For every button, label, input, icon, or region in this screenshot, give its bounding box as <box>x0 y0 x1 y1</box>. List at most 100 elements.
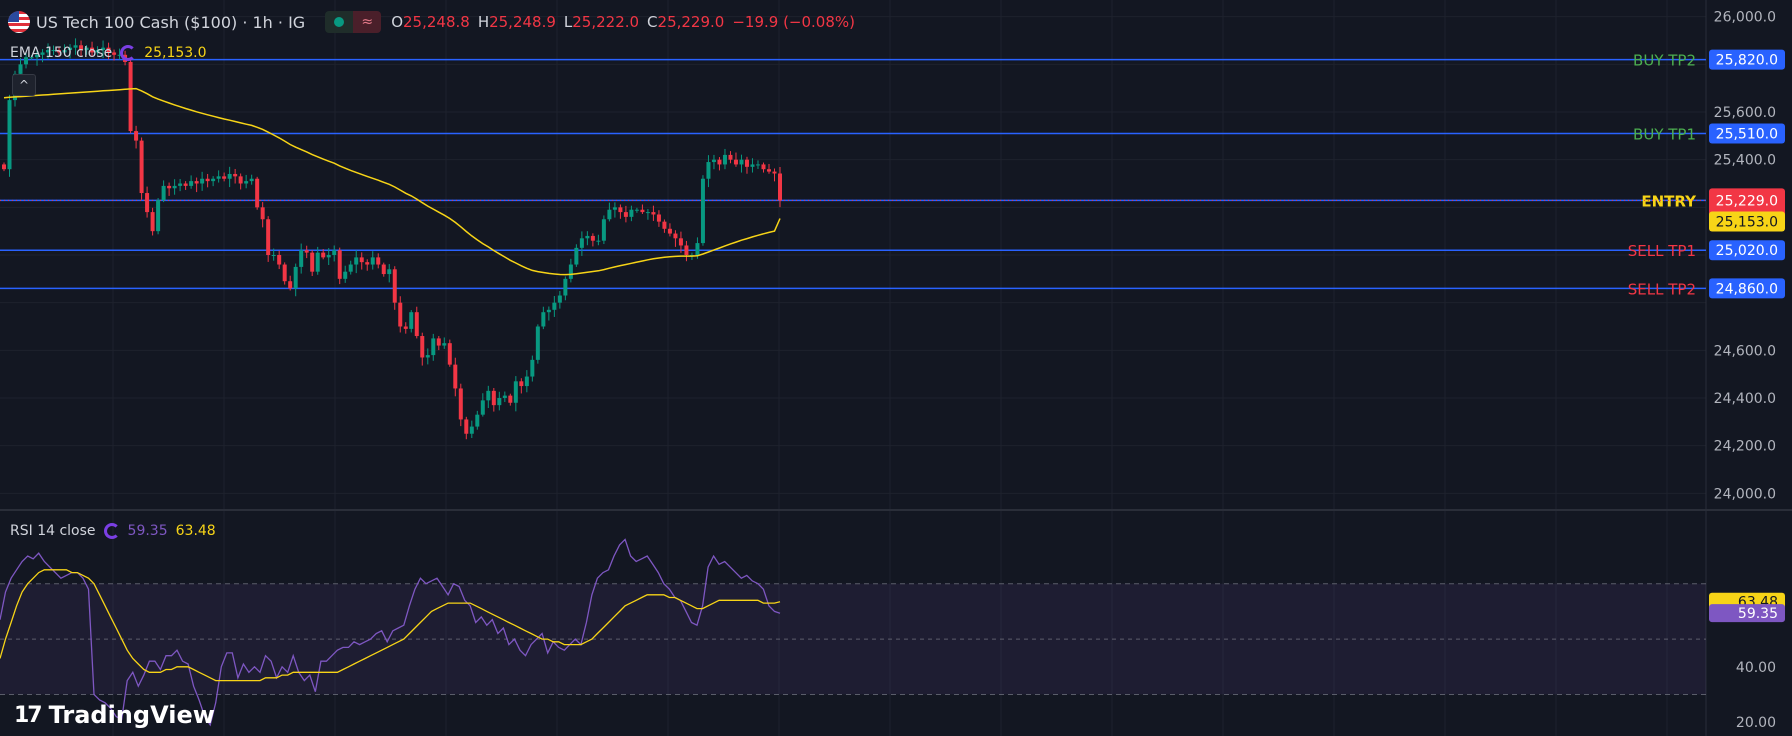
candle-body <box>150 212 155 232</box>
candle-body <box>348 264 353 272</box>
candle-body <box>486 390 491 401</box>
tradingview-logo-icon: 17 <box>14 702 43 728</box>
candle-body <box>629 209 634 217</box>
price-tick-label: 24,200.0 <box>1714 439 1776 455</box>
candle-body <box>491 390 496 406</box>
candle-body <box>145 193 150 213</box>
candle-body <box>46 50 51 53</box>
indicator-loading-icon <box>103 523 120 539</box>
wave-icon: ≈ <box>353 11 382 33</box>
candle-body <box>524 376 529 387</box>
candle-body <box>51 50 56 52</box>
candle-body <box>370 257 375 265</box>
market-status-pill[interactable]: ≈ <box>325 11 382 33</box>
candle-body <box>409 312 414 329</box>
level-price-label-bg <box>1709 49 1785 70</box>
candle-body <box>414 312 419 337</box>
candle-body <box>134 131 139 141</box>
candle-body <box>634 209 639 211</box>
price-tick-label: 25,400.0 <box>1714 153 1776 169</box>
candle-body <box>183 183 188 186</box>
symbol-title[interactable]: US Tech 100 Cash ($100) · 1h · IG <box>36 12 306 32</box>
candle-body <box>90 47 95 53</box>
candle-body <box>728 154 733 160</box>
candle-body <box>2 164 6 170</box>
price-axis: 26,000.0 25,600.0 25,400.0 24,600.0 24,400.0… <box>1709 10 1785 731</box>
candle-body <box>112 52 117 55</box>
candle-body <box>68 47 73 51</box>
candle-body <box>293 266 298 289</box>
ema-150-line <box>3 87 781 276</box>
candle-body <box>557 295 562 303</box>
candle-body <box>211 178 216 182</box>
candle-body <box>497 397 502 406</box>
candle-body <box>194 181 199 184</box>
candle-body <box>216 176 221 179</box>
candle-body <box>469 426 474 434</box>
candle-body <box>623 212 628 217</box>
candle-body <box>365 262 370 265</box>
price-tick-label: 26,000.0 <box>1714 10 1776 26</box>
candle-body <box>678 238 683 246</box>
candle-body <box>326 255 331 258</box>
candle-body <box>238 176 243 184</box>
candle-body <box>739 159 744 165</box>
candle-body <box>172 185 177 189</box>
candle-body <box>579 238 584 248</box>
candle-body <box>398 302 403 327</box>
last-price-label: 25,229.0 <box>1716 193 1778 209</box>
candle-body <box>618 207 623 213</box>
candle-body <box>24 57 29 65</box>
candle-body <box>260 207 265 220</box>
candle-body <box>128 61 133 132</box>
candle-body <box>590 235 595 241</box>
candle-body <box>359 257 364 263</box>
candle-body <box>563 278 568 296</box>
level-price-label: 24,860.0 <box>1716 281 1778 297</box>
level-name: SELL TP1 <box>1628 242 1696 260</box>
candle-body <box>695 243 700 255</box>
level-price-label: 25,020.0 <box>1716 243 1778 259</box>
candle-body <box>255 178 260 208</box>
level-name: SELL TP2 <box>1628 280 1696 298</box>
candle-body <box>662 221 667 229</box>
candle-body <box>277 255 282 265</box>
ema-legend[interactable]: EMA 150 close 25,153.0 <box>10 45 207 61</box>
candle-body <box>139 140 144 194</box>
candle-body <box>645 212 650 214</box>
candle-body <box>667 228 672 234</box>
candle-body <box>778 173 782 201</box>
candle-body <box>706 162 711 179</box>
candle-body <box>403 326 408 329</box>
candle-body <box>453 364 458 389</box>
rsi-line <box>0 538 781 727</box>
collapse-legend-button[interactable]: ^ <box>12 74 36 96</box>
candle-body <box>106 47 111 53</box>
level-price-label-bg <box>1709 240 1785 261</box>
rsi-tick-label: 40.00 <box>1736 660 1776 676</box>
candle-body <box>79 45 84 51</box>
candle-body <box>332 250 337 255</box>
candle-body <box>73 45 78 48</box>
candle-body <box>700 178 705 244</box>
price-change: −19.9 (−0.08%) <box>732 13 855 31</box>
trade-levels: BUY TP2 BUY TP1 ENTRY SELL TP1 SELL TP2 <box>0 52 1706 298</box>
candle-body <box>282 264 287 282</box>
candle-body <box>18 64 23 74</box>
candle-body <box>651 212 656 215</box>
candle-body <box>288 281 293 289</box>
candle-body <box>574 247 579 265</box>
candle-body <box>156 200 161 232</box>
rsi-band <box>0 583 1706 695</box>
rsi-legend[interactable]: RSI 14 close 59.35 63.48 <box>10 523 216 539</box>
candle-body <box>535 326 540 360</box>
candle-body <box>755 164 760 166</box>
candle-body <box>299 250 304 267</box>
candle-body <box>530 359 535 377</box>
rsi-tick-label: 20.00 <box>1736 715 1776 731</box>
candle-body <box>249 178 254 182</box>
rsi-value-tag-bg <box>1709 604 1785 623</box>
tradingview-logo[interactable]: 17 TradingView <box>14 701 215 729</box>
